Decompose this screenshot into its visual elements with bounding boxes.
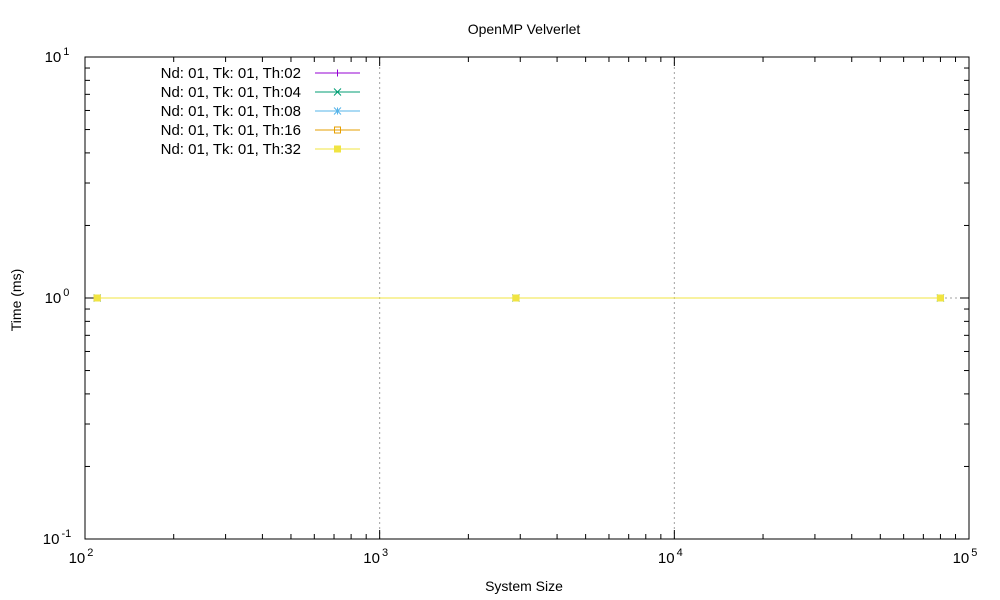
legend-marker bbox=[333, 107, 342, 115]
legend-item: Nd: 01, Tk: 01, Th:02 bbox=[161, 65, 360, 82]
data-point bbox=[936, 294, 944, 302]
legend-item: Nd: 01, Tk: 01, Th:08 bbox=[161, 103, 360, 120]
legend-label: Nd: 01, Tk: 01, Th:32 bbox=[161, 141, 301, 158]
series-group bbox=[93, 294, 945, 302]
chart-title: OpenMP Velverlet bbox=[468, 21, 581, 37]
x-tick-label: 10 2 bbox=[69, 547, 94, 567]
legend-label: Nd: 01, Tk: 01, Th:16 bbox=[161, 122, 301, 139]
axis-ticks: 10 2 10 3 10 4 10 5 10 -1 10 0 10 1 bbox=[43, 46, 978, 567]
plot-frame bbox=[84, 56, 970, 540]
legend-marker bbox=[334, 69, 341, 77]
legend-item: Nd: 01, Tk: 01, Th:04 bbox=[161, 84, 360, 101]
legend-label: Nd: 01, Tk: 01, Th:04 bbox=[161, 84, 301, 101]
series-5 bbox=[93, 294, 944, 302]
legend-marker bbox=[334, 145, 341, 153]
legend-label: Nd: 01, Tk: 01, Th:02 bbox=[161, 65, 301, 82]
legend: Nd: 01, Tk: 01, Th:02 Nd: 01, Tk: 01, Th:… bbox=[161, 65, 360, 158]
legend-label: Nd: 01, Tk: 01, Th:08 bbox=[161, 103, 301, 120]
x-tick-label: 10 5 bbox=[953, 547, 978, 567]
data-point bbox=[512, 294, 520, 302]
legend-item: Nd: 01, Tk: 01, Th:32 bbox=[161, 141, 360, 158]
y-axis-label: Time (ms) bbox=[8, 269, 24, 331]
legend-marker bbox=[334, 126, 341, 134]
legend-item: Nd: 01, Tk: 01, Th:16 bbox=[161, 122, 360, 139]
data-point bbox=[93, 294, 101, 302]
legend-marker bbox=[333, 88, 342, 96]
y-tick-label: 10 1 bbox=[45, 46, 70, 66]
x-axis-label: System Size bbox=[485, 578, 563, 594]
x-tick-label: 10 4 bbox=[658, 547, 683, 567]
y-tick-label: 10 -1 bbox=[43, 528, 71, 548]
y-tick-label: 10 0 bbox=[45, 287, 70, 307]
x-tick-label: 10 3 bbox=[363, 547, 388, 567]
